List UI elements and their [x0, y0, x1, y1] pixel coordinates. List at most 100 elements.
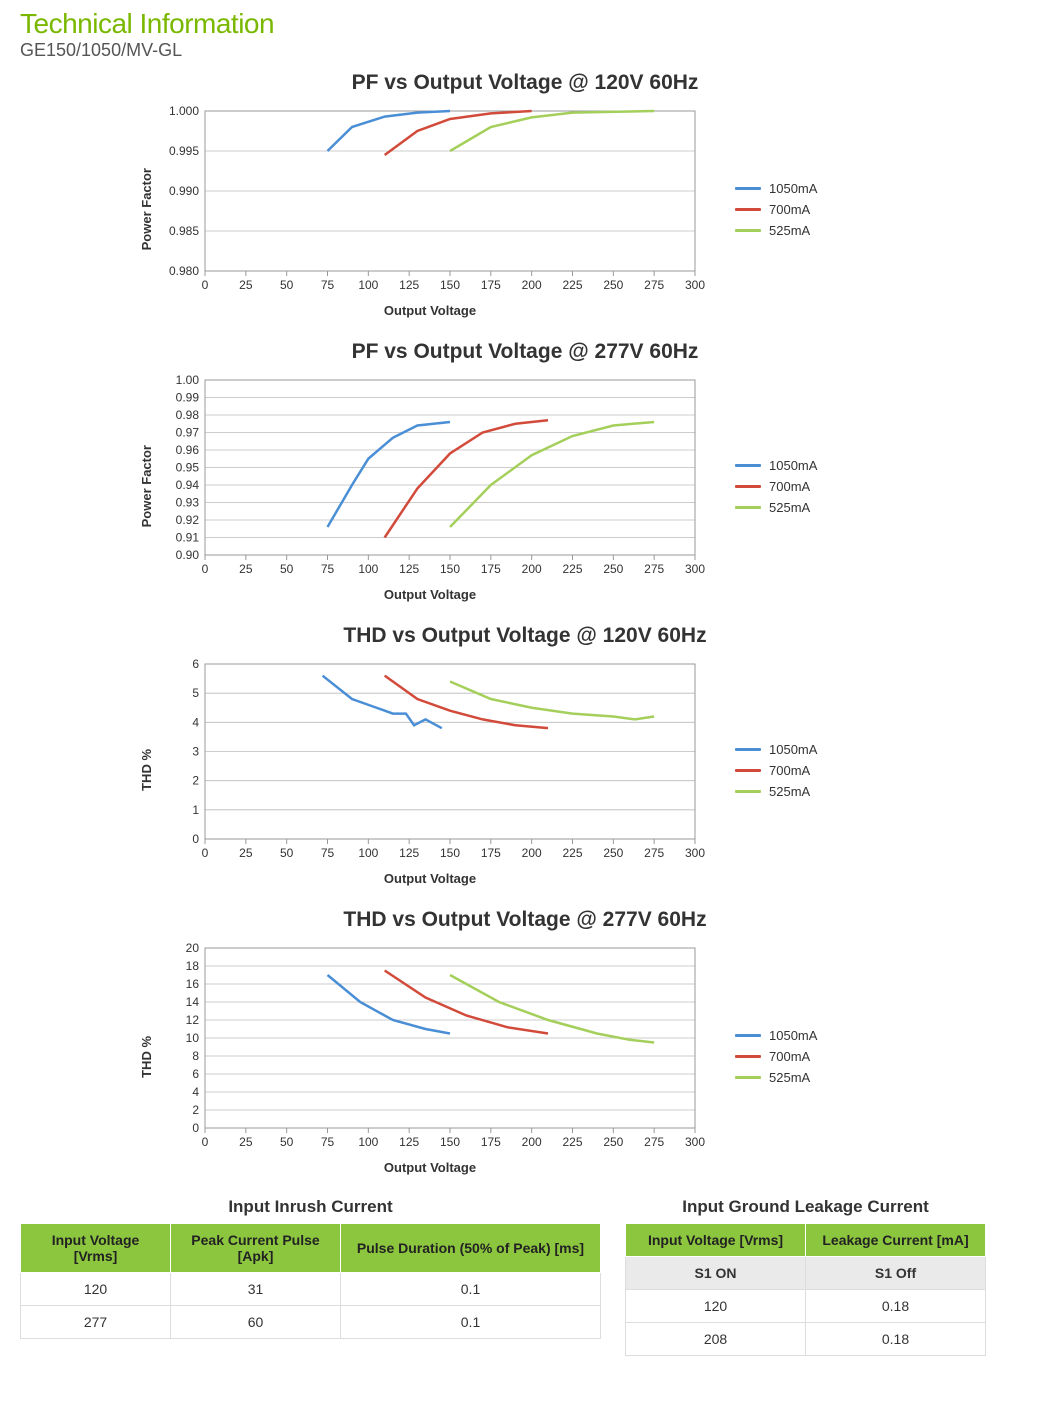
table-row: 277600.1: [21, 1306, 601, 1339]
table-subheader: S1 ONS1 Off: [626, 1257, 986, 1290]
page-title: Technical Information: [20, 8, 1030, 40]
svg-text:125: 125: [399, 562, 419, 576]
svg-text:300: 300: [685, 846, 705, 860]
chart-title: PF vs Output Voltage @ 277V 60Hz: [135, 340, 915, 364]
svg-text:100: 100: [358, 1135, 378, 1149]
svg-text:0: 0: [202, 278, 209, 292]
svg-text:20: 20: [186, 941, 200, 955]
svg-text:175: 175: [481, 562, 501, 576]
svg-text:50: 50: [280, 562, 294, 576]
svg-text:0.980: 0.980: [169, 264, 199, 278]
svg-text:300: 300: [685, 1135, 705, 1149]
table-cell: 60: [171, 1306, 341, 1339]
legend-item: 1050mA: [735, 458, 817, 473]
legend-item: 1050mA: [735, 742, 817, 757]
plot-area: 0123456025507510012515017520022525027530…: [155, 654, 705, 886]
svg-text:0.95: 0.95: [176, 461, 200, 475]
svg-text:18: 18: [186, 959, 200, 973]
svg-text:200: 200: [522, 278, 542, 292]
svg-text:75: 75: [321, 846, 335, 860]
svg-text:4: 4: [192, 1085, 199, 1099]
legend-label: 525mA: [769, 1070, 810, 1085]
svg-text:25: 25: [239, 278, 253, 292]
svg-text:0.93: 0.93: [176, 496, 200, 510]
svg-text:0.98: 0.98: [176, 408, 200, 422]
svg-text:50: 50: [280, 846, 294, 860]
legend-label: 1050mA: [769, 181, 817, 196]
legend-label: 525mA: [769, 223, 810, 238]
svg-text:0: 0: [202, 1135, 209, 1149]
svg-text:250: 250: [603, 1135, 623, 1149]
table-cell: S1 Off: [806, 1257, 986, 1290]
legend-label: 1050mA: [769, 1028, 817, 1043]
svg-text:1: 1: [192, 803, 199, 817]
chart-title: THD vs Output Voltage @ 120V 60Hz: [135, 624, 915, 648]
svg-text:0: 0: [192, 1121, 199, 1135]
table-cell: 0.18: [806, 1290, 986, 1323]
svg-text:25: 25: [239, 1135, 253, 1149]
svg-text:8: 8: [192, 1049, 199, 1063]
table-cell: 277: [21, 1306, 171, 1339]
svg-text:0.94: 0.94: [176, 478, 200, 492]
chart-c4: THD vs Output Voltage @ 277V 60Hz THD % …: [135, 908, 915, 1175]
svg-text:0: 0: [202, 562, 209, 576]
table-header: Pulse Duration (50% of Peak) [ms]: [341, 1224, 601, 1273]
svg-text:75: 75: [321, 278, 335, 292]
svg-text:200: 200: [522, 846, 542, 860]
legend-label: 525mA: [769, 500, 810, 515]
svg-text:0.90: 0.90: [176, 548, 200, 562]
svg-text:5: 5: [192, 686, 199, 700]
svg-text:25: 25: [239, 846, 253, 860]
table-row: 1200.18: [626, 1290, 986, 1323]
svg-text:0.990: 0.990: [169, 184, 199, 198]
svg-text:100: 100: [358, 278, 378, 292]
table-header: Peak Current Pulse [Apk]: [171, 1224, 341, 1273]
svg-text:0.91: 0.91: [176, 531, 200, 545]
chart-title: PF vs Output Voltage @ 120V 60Hz: [135, 71, 915, 95]
svg-text:150: 150: [440, 562, 460, 576]
svg-text:1.00: 1.00: [176, 373, 200, 387]
legend: 1050mA 700mA 525mA: [735, 175, 817, 244]
svg-text:250: 250: [603, 278, 623, 292]
page-subtitle: GE150/1050/MV-GL: [20, 40, 1030, 61]
legend-item: 1050mA: [735, 181, 817, 196]
table-cell: 208: [626, 1323, 806, 1356]
svg-text:175: 175: [481, 846, 501, 860]
y-axis-label: Power Factor: [135, 168, 155, 250]
plot-area: 0246810121416182002550751001251501752002…: [155, 938, 705, 1175]
legend-item: 1050mA: [735, 1028, 817, 1043]
x-axis-label: Output Voltage: [155, 1160, 705, 1175]
chart-c2: PF vs Output Voltage @ 277V 60Hz Power F…: [135, 340, 915, 602]
legend-label: 1050mA: [769, 742, 817, 757]
tables-row: Input Inrush Current Input Voltage [Vrms…: [20, 1197, 1030, 1356]
legend-item: 525mA: [735, 1070, 817, 1085]
svg-text:6: 6: [192, 657, 199, 671]
svg-text:25: 25: [239, 562, 253, 576]
svg-text:0.97: 0.97: [176, 426, 200, 440]
svg-text:14: 14: [186, 995, 200, 1009]
svg-text:50: 50: [280, 1135, 294, 1149]
svg-text:10: 10: [186, 1031, 200, 1045]
svg-text:75: 75: [321, 1135, 335, 1149]
x-axis-label: Output Voltage: [155, 303, 705, 318]
table-row: 2080.18: [626, 1323, 986, 1356]
svg-text:225: 225: [562, 278, 582, 292]
svg-text:275: 275: [644, 1135, 664, 1149]
table-cell: 0.1: [341, 1273, 601, 1306]
svg-text:225: 225: [562, 562, 582, 576]
svg-text:175: 175: [481, 1135, 501, 1149]
svg-text:150: 150: [440, 846, 460, 860]
svg-text:3: 3: [192, 745, 199, 759]
legend: 1050mA 700mA 525mA: [735, 736, 817, 805]
legend-item: 525mA: [735, 500, 817, 515]
svg-text:4: 4: [192, 715, 199, 729]
y-axis-label: THD %: [135, 749, 155, 791]
svg-text:175: 175: [481, 278, 501, 292]
svg-text:2: 2: [192, 1103, 199, 1117]
svg-text:0.96: 0.96: [176, 443, 200, 457]
svg-text:0.92: 0.92: [176, 513, 200, 527]
svg-text:200: 200: [522, 1135, 542, 1149]
svg-text:225: 225: [562, 846, 582, 860]
svg-text:75: 75: [321, 562, 335, 576]
svg-text:200: 200: [522, 562, 542, 576]
